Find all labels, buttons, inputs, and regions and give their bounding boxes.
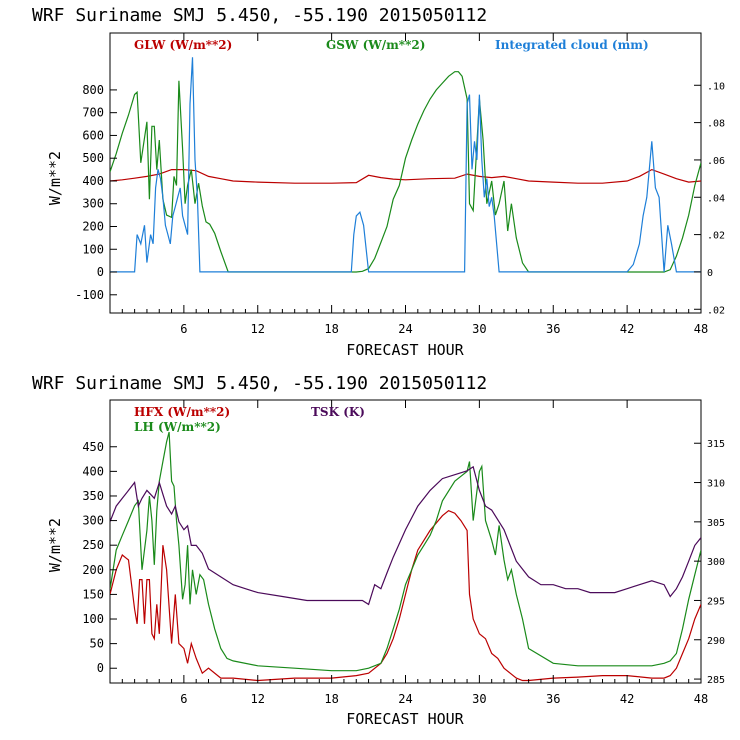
chart1-y2tick-label: .04 [707,193,725,204]
chart1-y2tick-label: .10 [707,81,725,92]
chart2-xtick-label: 30 [472,692,486,706]
chart1-y2tick-label: .08 [707,119,725,130]
chart2-legend-tsk: TSK (K) [311,405,365,419]
chart2-title: WRF Suriname SMJ 5.450, -55.190 20150501… [32,373,487,394]
chart1-xtick-label: 48 [694,322,708,336]
chart-fluxes: WRF Suriname SMJ 5.450, -55.190 20150501… [32,373,725,728]
chart2-ytick-label: 50 [90,637,104,651]
chart1-series-gsw-line [110,71,701,273]
chart2-ytick-label: 0 [97,661,104,675]
chart2-ytick-label: 150 [82,587,104,601]
chart1-ytick-label: 800 [82,83,104,97]
chart1-ytick-label: 400 [82,174,104,188]
chart2-series-hfx-line [110,510,701,682]
chart1-y2tick-label: .02 [707,305,725,316]
chart1-legend-glw: GLW (W/m**2) [134,38,232,52]
chart2-legend-hfx: HFX (W/m**2) [134,405,230,419]
chart1-title: WRF Suriname SMJ 5.450, -55.190 20150501… [32,5,487,26]
chart1-ytick-label: -100 [75,288,104,302]
chart1-xtick-label: 42 [620,322,634,336]
chart2-y2tick-label: 290 [707,636,725,647]
chart1-xtick-label: 12 [251,322,265,336]
chart1-y2tick-label: .02 [707,231,725,242]
chart2-series-tsk-line [110,465,701,606]
chart2-xtick-label: 42 [620,692,634,706]
chart2-xtick-label: 48 [694,692,708,706]
chart1-ytick-label: 0 [97,265,104,279]
chart1-lines [110,57,701,273]
chart2-ytick-label: 250 [82,538,104,552]
chart2-ytick-label: 200 [82,563,104,577]
chart1-x-ticks: 6 12 18 24 30 36 42 48 [121,33,708,336]
chart1-ylabel: W/m**2 [46,151,64,205]
chart1-y2tick-label: .06 [707,156,725,167]
chart2-ylabel: W/m**2 [46,518,64,572]
chart1-legend-gsw: GSW (W/m**2) [326,38,425,52]
chart1-xtick-label: 30 [472,322,486,336]
chart2-y2tick-label: 310 [707,479,725,490]
chart2-xtick-label: 36 [546,692,560,706]
chart1-ytick-label: 700 [82,106,104,120]
chart2-ytick-label: 450 [82,440,104,454]
chart2-y-ticks: 0 50 100 150 200 250 300 350 400 450 [82,440,117,675]
chart1-xtick-label: 36 [546,322,560,336]
chart1-ytick-label: 600 [82,128,104,142]
chart1-ytick-label: 100 [82,242,104,256]
chart2-xtick-label: 6 [180,692,187,706]
chart1-xtick-label: 6 [180,322,187,336]
chart1-y2tick-label: 0 [707,268,713,279]
chart1-series-cloud-line [110,57,701,273]
chart2-y2tick-label: 300 [707,557,725,568]
chart2-xtick-label: 18 [324,692,338,706]
chart2-y2tick-label: 285 [707,675,725,686]
chart2-xlabel: FORECAST HOUR [346,710,464,728]
chart1-series-glw-line [110,168,701,184]
chart2-lines [110,431,701,682]
chart2-legend-lh: LH (W/m**2) [134,420,221,434]
chart1-ytick-label: 500 [82,151,104,165]
chart2-xtick-label: 12 [251,692,265,706]
chart1-plot-frame [109,32,702,314]
chart2-y2tick-label: 305 [707,518,725,529]
chart2-y2tick-label: 315 [707,439,725,450]
chart1-legend-cloud: Integrated cloud (mm) [495,38,649,52]
chart2-x-ticks: 6 12 18 24 30 36 42 48 [121,400,708,706]
chart1-xtick-label: 24 [398,322,412,336]
chart2-xtick-label: 24 [398,692,412,706]
chart2-ytick-label: 400 [82,464,104,478]
chart1-xtick-label: 18 [324,322,338,336]
chart2-ytick-label: 350 [82,489,104,503]
chart2-y2-ticks: 285 290 295 300 305 310 315 [694,439,725,686]
chart2-plot-frame [109,399,702,684]
chart-radiation: WRF Suriname SMJ 5.450, -55.190 20150501… [32,5,725,359]
chart2-y2tick-label: 295 [707,596,725,607]
chart1-xlabel: FORECAST HOUR [346,341,464,359]
chart2-series-lh-line [110,431,701,672]
chart2-ytick-label: 300 [82,514,104,528]
chart1-ytick-label: 200 [82,219,104,233]
chart2-ytick-label: 100 [82,612,104,626]
chart1-ytick-label: 300 [82,197,104,211]
chart1-y-ticks: -100 0 100 200 300 400 500 600 700 800 [75,83,117,302]
chart1-y2-ticks: .02 0 .02 .04 .06 .08 .10 [694,81,725,316]
